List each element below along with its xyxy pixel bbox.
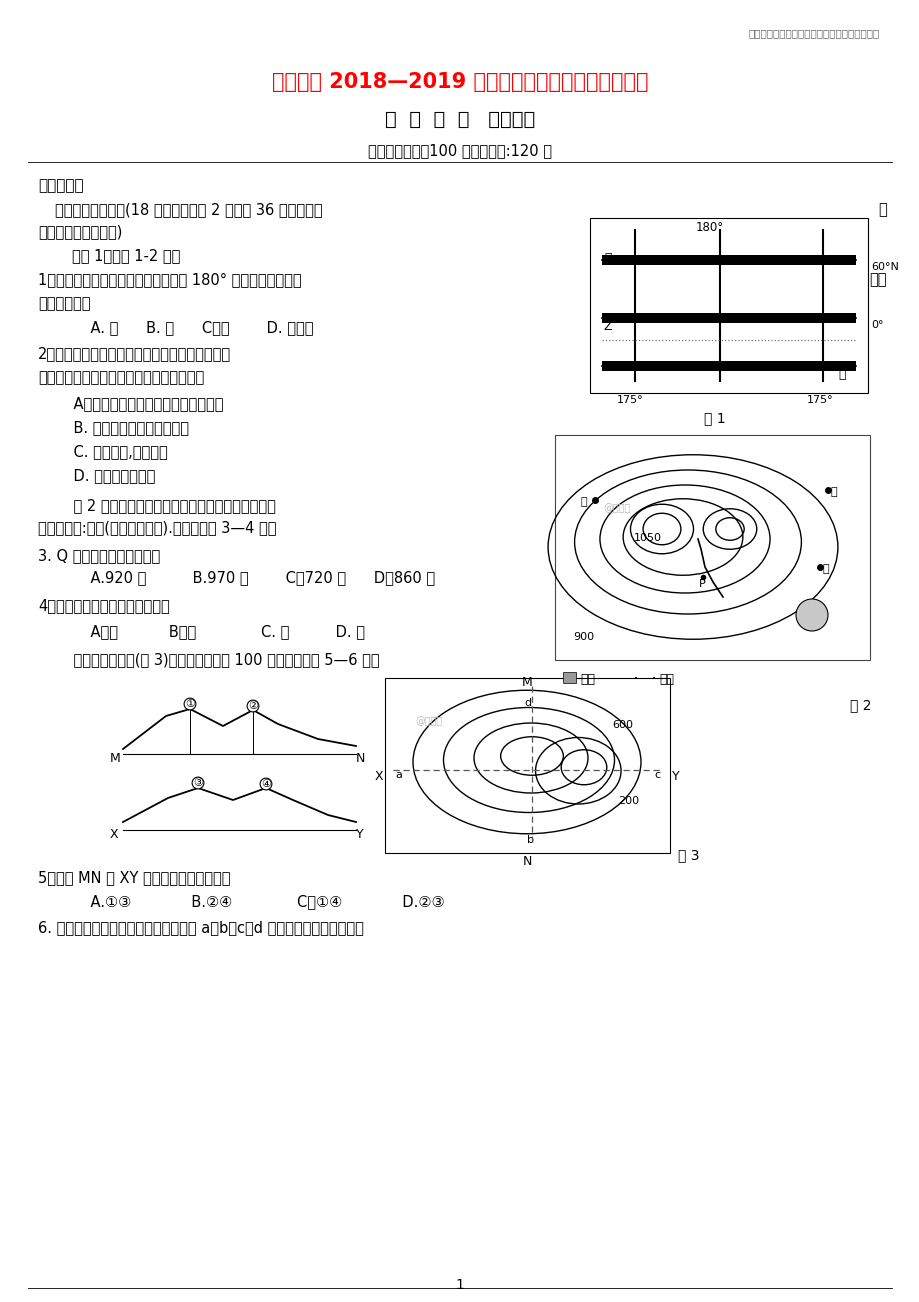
Text: C. 甲大于乙,乙大于丙: C. 甲大于乙,乙大于丙 [55,444,167,460]
Text: 丙: 丙 [581,497,587,506]
Text: A.①③             B.②④              C。①④             D.②③: A.①③ B.②④ C。①④ D.②③ [72,894,444,909]
Text: ④: ④ [261,779,271,789]
Text: 2。若图示甲、乙、丙三处阴影面积相同，则关于: 2。若图示甲、乙、丙三处阴影面积相同，则关于 [38,346,231,361]
Text: 1。若甲、乙、丙三艘船同时出发驶向 180° 经线，而且同时到: 1。若甲、乙、丙三艘船同时出发驶向 180° 经线，而且同时到 [38,272,301,286]
Text: 读等高线示意图(图 3)，图中等高距为 100 米，据图完成 5—6 题。: 读等高线示意图(图 3)，图中等高距为 100 米，据图完成 5—6 题。 [55,652,380,667]
Text: 三个阴影区域比例尺大小的叙述，正确的是: 三个阴影区域比例尺大小的叙述，正确的是 [38,370,204,385]
Text: D. 乙的比例尺最小: D. 乙的比例尺最小 [55,467,155,483]
Text: 6. 如果该图位于我国东部沿海地区，在 a、b、c、d 四点中，降水量最少的是: 6. 如果该图位于我国东部沿海地区，在 a、b、c、d 四点中，降水量最少的是 [38,921,364,935]
Bar [554,435,869,660]
Text: b: b [527,835,533,845]
Bar [384,678,669,853]
Text: Y: Y [671,769,679,783]
Text: @正确云: @正确云 [734,299,762,310]
Bar [601,312,855,323]
Text: A.920 米          B.970 米        C。720 米      D。860 米: A.920 米 B.970 米 C。720 米 D。860 米 [72,570,435,585]
Text: B. 甲、乙、丙的比例尺相同: B. 甲、乙、丙的比例尺相同 [55,421,188,435]
Text: （一）单项选择题(18 小题，每小题 2 分，共 36 分，每小题: （一）单项选择题(18 小题，每小题 2 分，共 36 分，每小题 [55,202,323,217]
Text: A. 甲      B. 乙      C。丙        D. 乙和丙: A. 甲 B. 乙 C。丙 D. 乙和丙 [72,320,313,335]
Text: 丙: 丙 [837,368,845,381]
Text: 河流: 河流 [658,673,674,686]
Text: 3. Q 处湖泊的海拔最可能是: 3. Q 处湖泊的海拔最可能是 [38,548,160,562]
Text: A。甲           B。乙              C. 丙          D. 丁: A。甲 B。乙 C. 丙 D. 丁 [72,624,365,639]
Text: 一、选择题: 一、选择题 [38,178,84,193]
Text: 速度最快的是: 速度最快的是 [38,296,90,311]
Text: a: a [394,769,402,780]
Text: 湖泊: 湖泊 [579,673,595,686]
Text: A。甲的比例尺最小，丙的比例尺最大: A。甲的比例尺最小，丙的比例尺最大 [55,396,223,411]
Text: @正确云: @正确云 [602,503,630,513]
Text: X: X [110,828,119,841]
Text: 有一个答案是正确的): 有一个答案是正确的) [38,224,122,240]
Text: 175°: 175° [616,395,642,405]
Bar [589,217,867,393]
Text: 60°N: 60°N [870,262,898,272]
Circle shape [795,599,827,631]
Text: 600: 600 [611,720,632,730]
Text: 线图（单位:米）(尚未全部完成).读图，回答 3—4 题：: 线图（单位:米）(尚未全部完成).读图，回答 3—4 题： [38,519,277,535]
Text: N: N [522,855,531,868]
Text: 200: 200 [618,796,639,806]
Text: X: X [374,769,382,783]
Text: Z: Z [604,320,612,333]
Text: 5。虚线 MN 与 XY 的交点在剖面图上的是: 5。虚线 MN 与 XY 的交点在剖面图上的是 [38,870,231,885]
Text: 900: 900 [573,631,594,642]
Text: Q: Q [809,618,818,628]
Text: d: d [524,698,530,708]
Text: 0°: 0° [870,320,882,329]
Text: 1050: 1050 [633,533,662,543]
Text: ①: ① [185,699,195,710]
Text: @正确云: @正确云 [414,716,442,727]
Bar [601,361,855,371]
Text: 4。图中最可能形成瀑布的地点是: 4。图中最可能形成瀑布的地点是 [38,598,170,613]
Text: 图 1: 图 1 [703,411,725,424]
Text: 图 3: 图 3 [677,848,698,862]
Text: 图 2: 图 2 [849,698,870,712]
Text: 甲: 甲 [604,253,611,266]
Text: 达，: 达， [868,272,886,286]
Text: 175°: 175° [806,395,833,405]
Bar [562,672,575,684]
Text: N: N [356,753,365,766]
Text: M: M [110,753,120,766]
Text: 只: 只 [878,202,886,217]
Text: 180°: 180° [695,221,723,234]
Text: 图 2 为某地理研究性学习小组绘制的我国某地等高: 图 2 为某地理研究性学习小组绘制的我国某地等高 [55,497,276,513]
Bar [601,255,855,266]
Text: P: P [698,579,705,589]
Text: M: M [521,676,532,689]
Text: ③: ③ [193,779,203,788]
Text: Y: Y [356,828,363,841]
Text: 江苏省姜堰二中高二地理上学期第二次月考试题: 江苏省姜堰二中高二地理上学期第二次月考试题 [748,29,879,38]
Text: ②: ② [248,700,257,711]
Text: 读图 1，回答 1-2 题。: 读图 1，回答 1-2 题。 [72,247,180,263]
Text: c: c [653,769,660,780]
Text: 乙: 乙 [830,487,836,497]
Bar [720,266,821,312]
Text: 本卷完成时间：100 分钟，满分:120 分: 本卷完成时间：100 分钟，满分:120 分 [368,143,551,158]
Text: 甲: 甲 [823,564,829,574]
Text: 姜堰二中 2018—2019 学年度第一学期第二次月考试卷: 姜堰二中 2018—2019 学年度第一学期第二次月考试卷 [271,72,648,92]
Text: 1: 1 [455,1279,464,1292]
Text: 高  二  地  理   （选修）: 高 二 地 理 （选修） [384,109,535,129]
